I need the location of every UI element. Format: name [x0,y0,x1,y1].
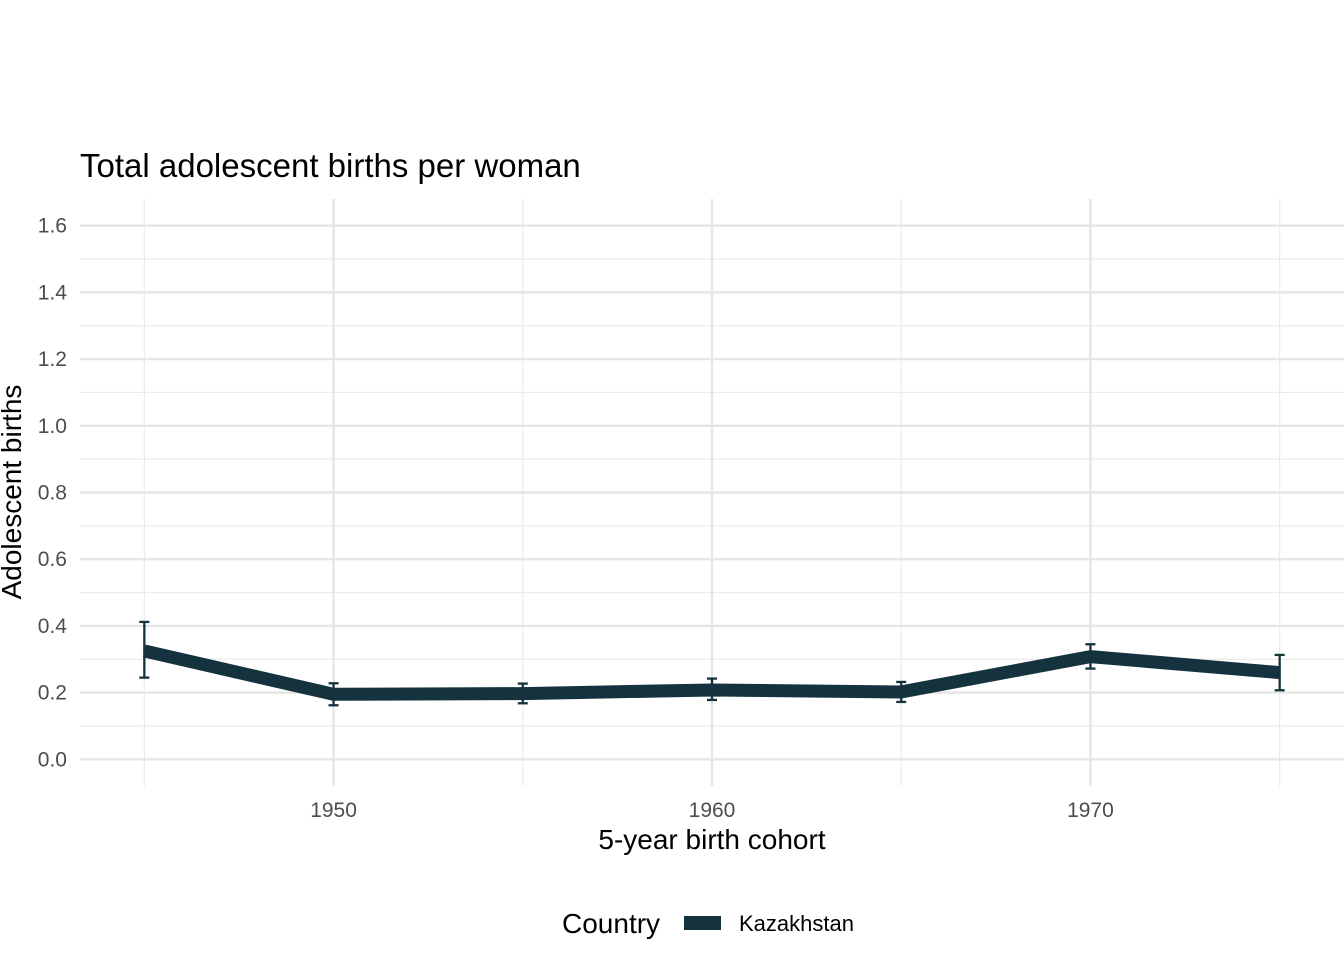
y-tick-labels: 0.0 0.2 0.4 0.6 0.8 1.0 1.2 1.4 1.6 [38,215,68,772]
error-bars [139,620,1285,707]
x-tick-label: 1970 [1067,799,1114,822]
y-tick-label: 1.2 [38,348,67,371]
y-tick-label: 0.4 [38,615,68,638]
x-tick-label: 1950 [310,799,357,822]
x-tick-labels: 1950 1960 1970 [310,799,1114,822]
y-tick-label: 0.0 [38,748,67,771]
y-tick-label: 1.4 [38,281,68,304]
y-tick-label: 1.6 [38,215,67,238]
y-tick-label: 1.0 [38,415,67,438]
legend-swatch [684,916,721,930]
y-tick-label: 0.8 [38,482,67,505]
y-tick-label: 0.2 [38,682,67,705]
x-tick-label: 1960 [689,799,736,822]
y-tick-label: 0.6 [38,548,67,571]
legend-title: Country [562,908,660,939]
x-axis-title: 5-year birth cohort [598,824,825,855]
legend-label: Kazakhstan [739,911,854,936]
chart-title: Total adolescent births per woman [80,147,581,184]
legend: Country Kazakhstan [562,908,854,939]
y-axis-title: Adolescent births [0,385,27,600]
